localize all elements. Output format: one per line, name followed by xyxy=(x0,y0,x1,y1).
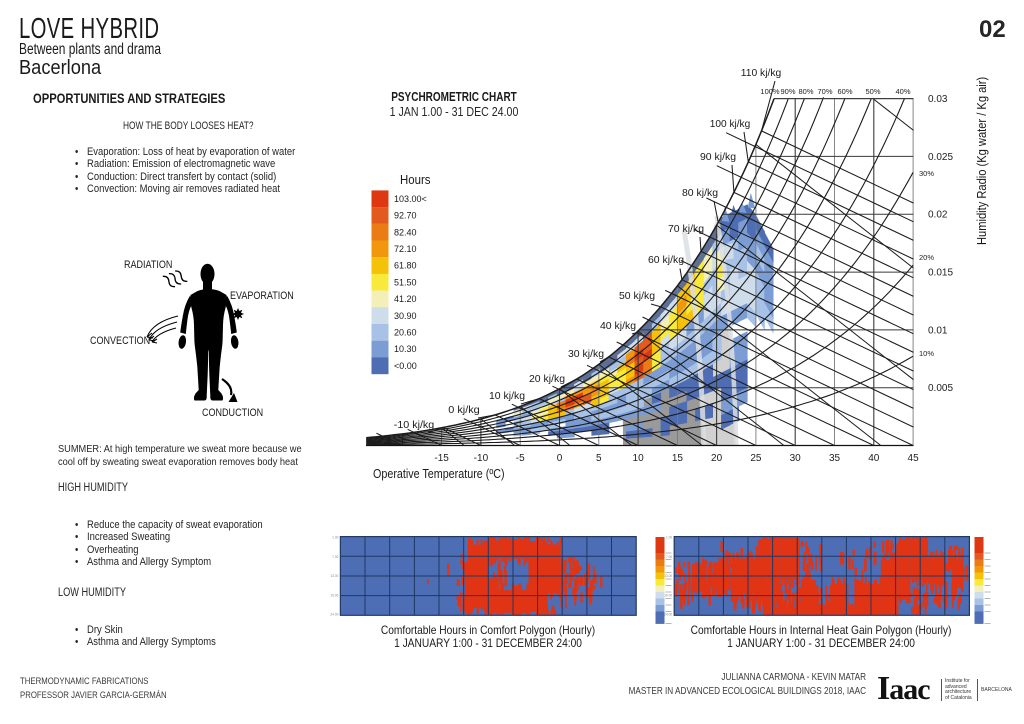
svg-text:0.015: 0.015 xyxy=(928,268,953,279)
svg-text:0.02: 0.02 xyxy=(928,210,948,221)
svg-text:0 kj/kg: 0 kj/kg xyxy=(448,404,480,416)
svg-text:80 kj/kg: 80 kj/kg xyxy=(682,187,718,199)
svg-text:90 kj/kg: 90 kj/kg xyxy=(700,151,736,163)
svg-text:30 kj/kg: 30 kj/kg xyxy=(568,348,604,360)
svg-text:-10 kj/kg: -10 kj/kg xyxy=(394,419,435,431)
svg-text:110 kj/kg: 110 kj/kg xyxy=(741,67,782,79)
svg-text:100 kj/kg: 100 kj/kg xyxy=(710,118,751,130)
svg-text:50 kj/kg: 50 kj/kg xyxy=(619,290,655,302)
svg-text:5: 5 xyxy=(596,453,602,464)
svg-text:0: 0 xyxy=(557,453,563,464)
svg-text:103.00<: 103.00< xyxy=(394,194,427,204)
svg-text:7.00: 7.00 xyxy=(332,555,338,559)
svg-text:24.00: 24.00 xyxy=(330,613,338,617)
svg-text:30%: 30% xyxy=(919,169,934,178)
svg-text:20%: 20% xyxy=(919,253,934,262)
svg-text:0.025: 0.025 xyxy=(928,152,953,163)
svg-text:25: 25 xyxy=(750,453,762,464)
svg-text:10: 10 xyxy=(633,453,645,464)
svg-text:30: 30 xyxy=(790,453,802,464)
svg-text:20: 20 xyxy=(711,453,723,464)
svg-text:70%: 70% xyxy=(817,87,832,96)
svg-text:60 kj/kg: 60 kj/kg xyxy=(648,254,684,266)
svg-text:15: 15 xyxy=(672,453,684,464)
svg-text:-5: -5 xyxy=(516,453,525,464)
svg-text:30.90: 30.90 xyxy=(394,311,417,321)
svg-text:13.00: 13.00 xyxy=(664,574,672,578)
svg-text:0.01: 0.01 xyxy=(928,325,948,336)
svg-text:70 kj/kg: 70 kj/kg xyxy=(668,223,704,235)
svg-text:10%: 10% xyxy=(919,349,934,358)
svg-text:35: 35 xyxy=(829,453,841,464)
svg-text:40 kj/kg: 40 kj/kg xyxy=(600,320,636,332)
svg-text:7.00: 7.00 xyxy=(666,555,672,559)
svg-text:<0.00: <0.00 xyxy=(394,361,417,371)
svg-text:41.20: 41.20 xyxy=(394,294,417,304)
svg-text:50%: 50% xyxy=(865,87,880,96)
svg-text:19.00: 19.00 xyxy=(664,593,672,597)
svg-text:0.005: 0.005 xyxy=(928,383,953,394)
svg-text:-15: -15 xyxy=(434,453,449,464)
svg-text:60%: 60% xyxy=(837,87,852,96)
svg-text:-10: -10 xyxy=(474,453,489,464)
svg-text:20 kj/kg: 20 kj/kg xyxy=(529,373,565,385)
svg-text:90%: 90% xyxy=(780,87,795,96)
svg-text:1.00: 1.00 xyxy=(332,536,338,540)
svg-text:72.10: 72.10 xyxy=(394,244,417,254)
svg-text:10.30: 10.30 xyxy=(394,344,417,354)
svg-text:40%: 40% xyxy=(895,87,910,96)
svg-text:13.00: 13.00 xyxy=(330,574,338,578)
svg-text:100%: 100% xyxy=(760,87,780,96)
svg-text:40: 40 xyxy=(868,453,880,464)
svg-text:82.40: 82.40 xyxy=(394,227,417,237)
svg-text:24.00: 24.00 xyxy=(664,613,672,617)
svg-text:20.60: 20.60 xyxy=(394,328,417,338)
svg-text:61.80: 61.80 xyxy=(394,261,417,271)
svg-text:51.50: 51.50 xyxy=(394,277,417,287)
svg-text:45: 45 xyxy=(908,453,920,464)
svg-text:19.00: 19.00 xyxy=(330,593,338,597)
svg-text:1.00: 1.00 xyxy=(666,536,672,540)
svg-text:0.03: 0.03 xyxy=(928,94,948,105)
svg-text:92.70: 92.70 xyxy=(394,211,417,221)
svg-text:10 kj/kg: 10 kj/kg xyxy=(489,390,525,402)
svg-text:80%: 80% xyxy=(798,87,813,96)
